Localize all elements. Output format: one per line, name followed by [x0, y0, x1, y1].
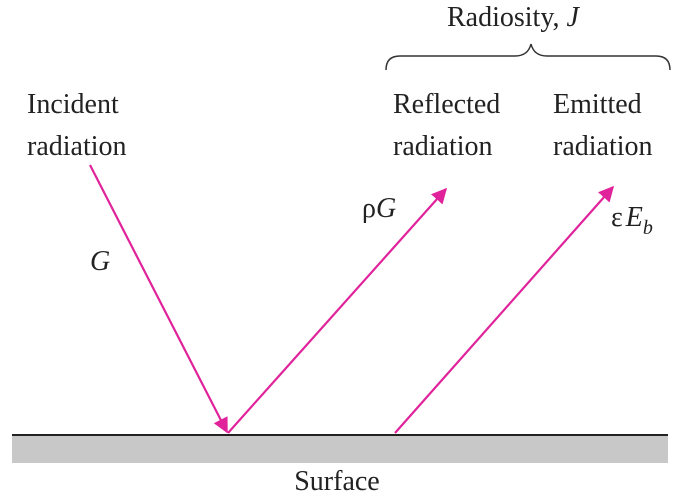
epsilon: ε — [611, 202, 623, 233]
radiosity-symbol: J — [567, 2, 581, 33]
reflected-line: Reflected — [393, 89, 500, 120]
reflected-symbol: ρG — [362, 193, 396, 224]
e-symbol: E — [625, 202, 643, 233]
rho: ρ — [362, 193, 376, 224]
radiosity-label: Radiosity, J — [447, 2, 581, 33]
incident-arrow — [89, 164, 228, 434]
incident-line: Incident — [27, 89, 119, 120]
reflected-line: radiation — [393, 131, 493, 162]
emitted-symbol: ε Eb — [611, 202, 653, 239]
emitted-line: radiation — [553, 131, 653, 162]
emitted-line: Emitted — [553, 89, 642, 120]
g-symbol: G — [376, 193, 396, 224]
emitted-arrow — [394, 185, 615, 434]
brace — [385, 43, 671, 71]
incident-line: radiation — [27, 131, 127, 162]
reflected-arrow — [227, 187, 448, 434]
surface-label: Surface — [294, 466, 380, 497]
radiosity-text: Radiosity, — [447, 2, 560, 33]
incident-symbol: G — [90, 246, 110, 277]
surface-block — [12, 435, 668, 463]
b-subscript: b — [643, 217, 653, 239]
